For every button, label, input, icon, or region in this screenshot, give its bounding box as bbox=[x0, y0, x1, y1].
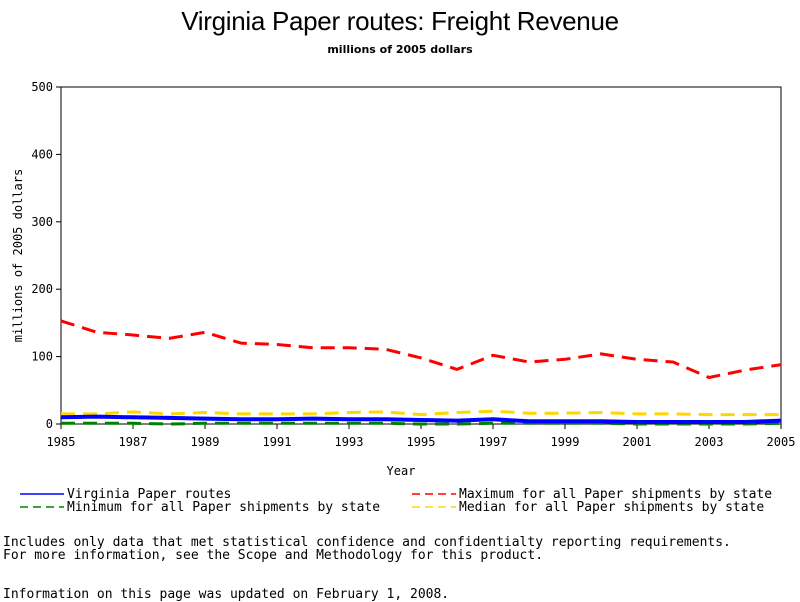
x-tick-label: 2001 bbox=[623, 435, 652, 449]
y-tick-label: 500 bbox=[31, 80, 53, 94]
plot-frame bbox=[60, 86, 782, 425]
series-line-3 bbox=[61, 409, 781, 417]
legend-swatch-virginia bbox=[20, 493, 64, 495]
y-tick-label: 100 bbox=[31, 350, 53, 364]
x-tick-label: 1993 bbox=[335, 435, 364, 449]
legend-swatch-minimum bbox=[20, 506, 64, 508]
x-tick-label: 1985 bbox=[47, 435, 76, 449]
chart-title: Virginia Paper routes: Freight Revenue bbox=[181, 6, 619, 36]
x-axis-label: Year bbox=[387, 464, 416, 478]
y-axis-label: millions of 2005 dollars bbox=[11, 169, 25, 342]
note-methodology: For more information, see the Scope and … bbox=[3, 548, 544, 563]
legend-label-maximum: Maximum for all Paper shipments by state bbox=[459, 487, 773, 502]
series-line-0 bbox=[60, 414, 782, 424]
x-tick-label: 1989 bbox=[191, 435, 220, 449]
note-confidence: Includes only data that met statistical … bbox=[3, 535, 731, 550]
y-tick-label: 400 bbox=[31, 147, 53, 161]
x-tick-label: 1987 bbox=[119, 435, 148, 449]
legend-label-virginia: Virginia Paper routes bbox=[67, 487, 232, 502]
note-updated: Information on this page was updated on … bbox=[3, 587, 450, 602]
x-tick-label: 1991 bbox=[263, 435, 292, 449]
legend-label-median: Median for all Paper shipments by state bbox=[459, 500, 765, 515]
y-tick-label: 0 bbox=[46, 417, 53, 431]
line-chart: 0 100 200 300 400 500 1985 1987 1989 1991 1993 1995… bbox=[11, 80, 796, 478]
x-tick-label: 1995 bbox=[407, 435, 436, 449]
x-tick-label: 2003 bbox=[695, 435, 724, 449]
x-tick-label: 2005 bbox=[767, 435, 796, 449]
legend-swatch-maximum bbox=[412, 493, 456, 495]
y-tick-label: 300 bbox=[31, 215, 53, 229]
series-line-1 bbox=[60, 319, 782, 379]
series-line-2 bbox=[61, 421, 782, 426]
legend-swatch-median bbox=[412, 506, 456, 508]
x-tick-label: 1999 bbox=[551, 435, 580, 449]
legend-label-minimum: Minimum for all Paper shipments by state bbox=[67, 500, 381, 515]
y-tick-label: 200 bbox=[31, 282, 53, 296]
chart-subtitle: millions of 2005 dollars bbox=[327, 43, 473, 56]
x-tick-label: 1997 bbox=[479, 435, 508, 449]
